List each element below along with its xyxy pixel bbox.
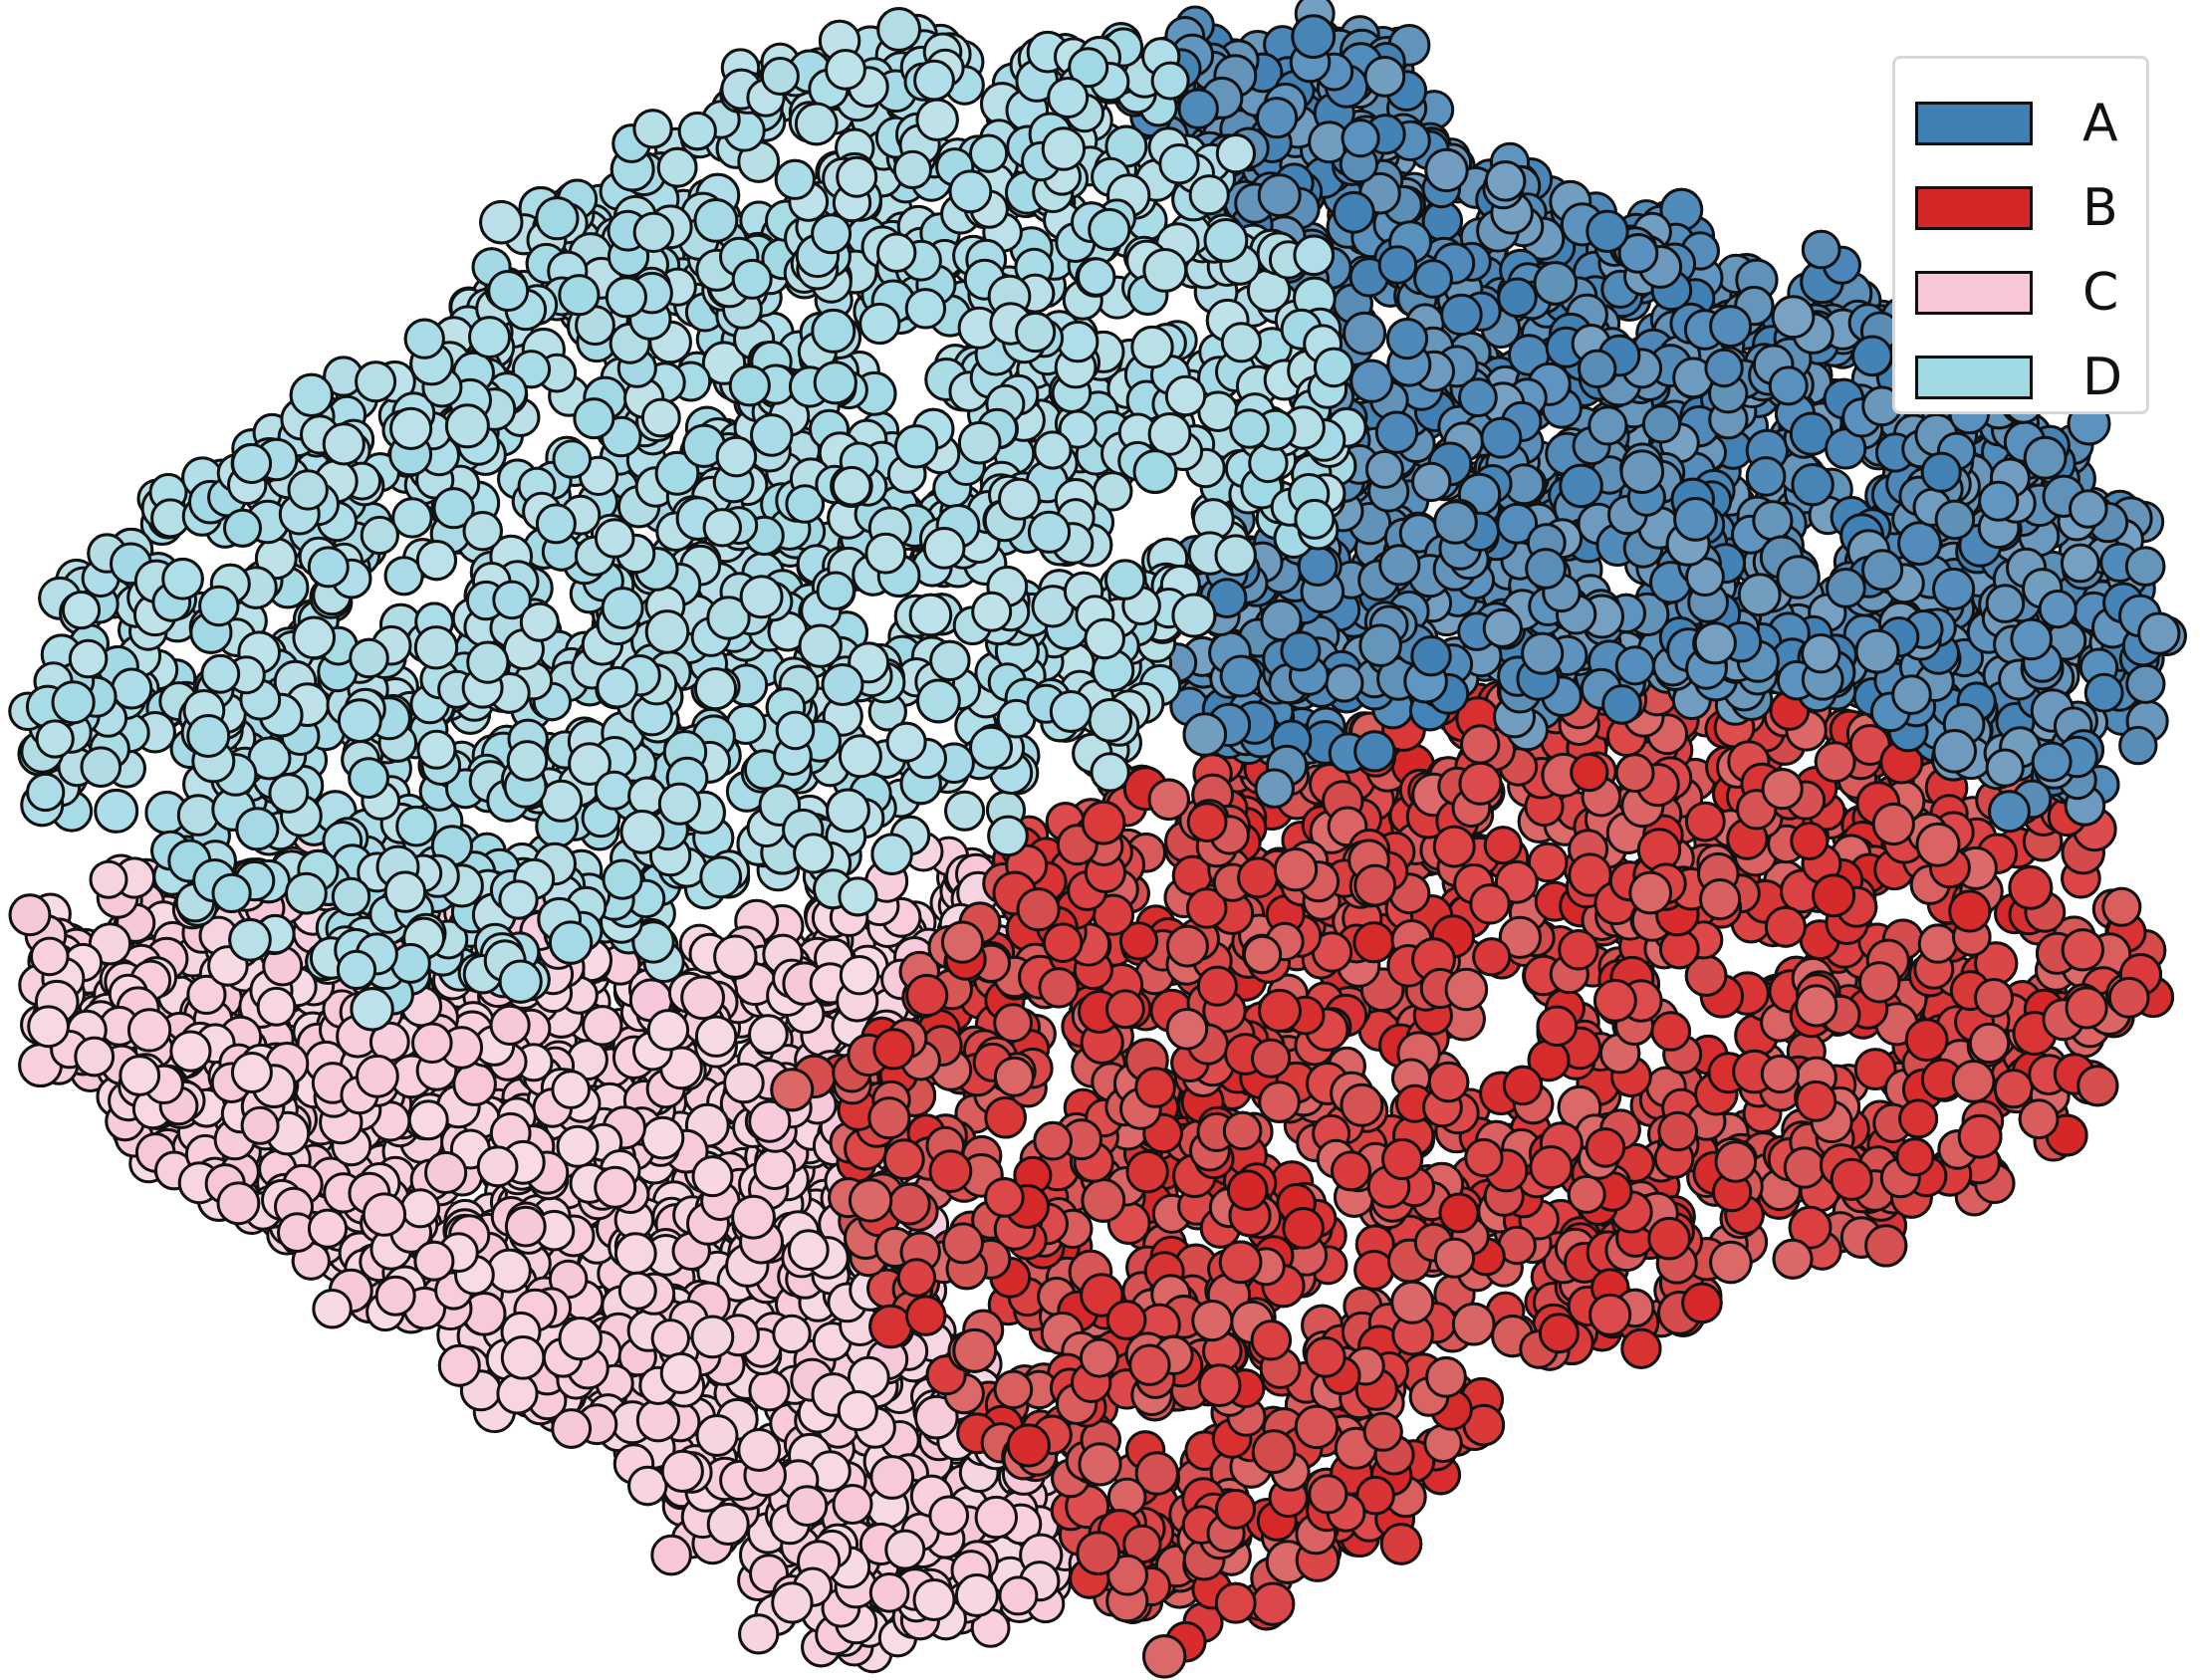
atom-c [659, 1351, 702, 1394]
atom-c [771, 1581, 814, 1624]
atom-c [374, 1275, 416, 1317]
atom-c [713, 934, 758, 979]
atom-c [832, 1484, 873, 1525]
atom-c [452, 1062, 497, 1106]
atom-c [748, 1014, 789, 1056]
atom-c [884, 1529, 926, 1570]
atom-c [362, 1192, 407, 1237]
atom-c [954, 1573, 999, 1617]
atom-c [399, 1188, 441, 1229]
atom-c [500, 1335, 546, 1380]
atom-c [230, 1052, 273, 1093]
atom-c [126, 1008, 172, 1053]
atom-c [496, 1372, 539, 1415]
atom-c [974, 1495, 1018, 1540]
atom-c [407, 1099, 449, 1141]
atom-c [738, 1613, 780, 1655]
atom-c [650, 1319, 690, 1358]
atom-c [646, 1009, 690, 1052]
atom-c [786, 1485, 829, 1527]
atom-c [753, 1147, 797, 1191]
atom-c [928, 1495, 970, 1537]
atom-c [723, 1062, 765, 1104]
atom-c [650, 1534, 692, 1576]
atom-c [30, 936, 70, 977]
atom-c [613, 1232, 657, 1275]
atom-c [660, 1449, 704, 1494]
atom-c [356, 1054, 399, 1098]
atom-c [868, 1572, 910, 1613]
atom-c [839, 955, 880, 996]
atom-c [594, 1165, 637, 1209]
atom-c [680, 975, 725, 1021]
atom-c [74, 1036, 116, 1078]
atom-c [998, 1575, 1039, 1616]
atom-c [837, 1390, 878, 1432]
atom-c [551, 1070, 592, 1109]
atom-c [89, 859, 128, 899]
atom-c [8, 893, 52, 937]
atom-c [27, 1005, 70, 1049]
atom-c [690, 1315, 735, 1359]
atom-c [307, 1208, 349, 1249]
atom-c [772, 1314, 812, 1354]
atom-c [706, 1503, 750, 1546]
atom-c [413, 1240, 455, 1282]
atom-c [169, 1030, 212, 1073]
atom-c [627, 1465, 668, 1507]
atom-c [216, 1181, 261, 1226]
atom-c [748, 1369, 791, 1412]
atom-c [424, 1150, 468, 1195]
atom-c [640, 1115, 685, 1160]
atom-c [256, 986, 297, 1027]
atom-c [731, 1194, 776, 1240]
atom-c [691, 1155, 734, 1198]
atom-c [617, 1271, 657, 1311]
atom-c [476, 1145, 519, 1188]
atom-c [312, 1289, 353, 1329]
atom-c [437, 1343, 481, 1387]
atom-c [119, 1055, 161, 1096]
atom-c [695, 1414, 739, 1457]
atom-c [411, 1022, 453, 1065]
atom-c [694, 1015, 738, 1058]
atom-c [558, 1317, 603, 1361]
atom-c [504, 1205, 547, 1248]
atom-c [869, 1455, 915, 1500]
atom-c [486, 1248, 532, 1294]
atom-c [635, 1398, 681, 1443]
atom-c [240, 1105, 280, 1145]
atom-c [912, 1578, 956, 1621]
atom-c [787, 1229, 830, 1272]
atom-c [551, 1408, 593, 1449]
atom-c [737, 1428, 782, 1472]
atom-c [582, 1005, 623, 1047]
atom-c [489, 1004, 531, 1047]
